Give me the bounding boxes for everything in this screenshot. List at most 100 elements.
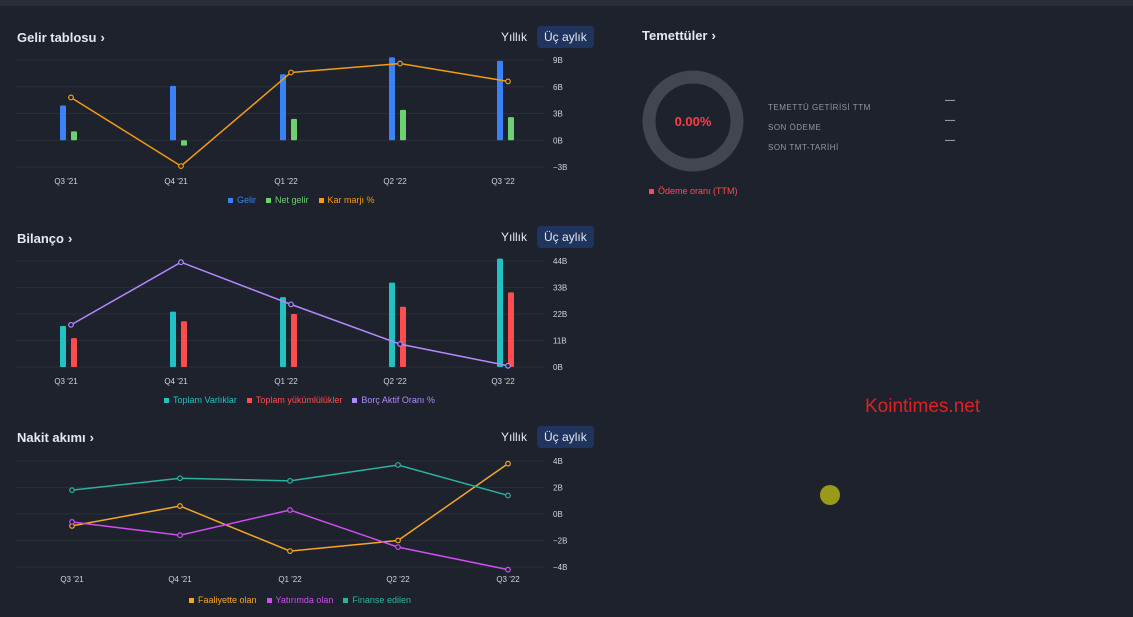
bar [508,117,514,141]
legend-label: Faaliyette olan [198,595,257,605]
dividend-row: SON TMT-TARİHİ [768,137,839,155]
bar [60,326,66,367]
y-tick-label: 33B [553,284,567,293]
data-point [287,548,293,554]
cashflow-title[interactable]: Nakit akımı › [17,430,94,445]
x-tick-label: Q3 '21 [54,177,78,186]
data-point [395,544,401,551]
last-exdate-label: SON TMT-TARİHİ [768,143,839,152]
legend-label: Kar marjı % [327,195,375,205]
legend-swatch [352,397,358,403]
bar [280,297,286,367]
data-point [397,60,403,67]
balance-yearly-button[interactable]: Yıllık [501,230,528,244]
data-point [287,507,293,513]
legend-label: Ödeme oranı (TTM) [658,186,738,196]
bar [181,321,187,367]
bar [389,282,395,367]
legend-item: Gelir [228,195,256,205]
y-tick-label: 3B [553,110,563,119]
income-title-label: Gelir tablosu [17,30,97,45]
data-point [395,537,401,544]
legend-swatch [266,197,272,203]
bar [170,311,176,367]
cashflow-period-switch: Yıllık Üç aylık [495,426,594,448]
chevron-right-icon: › [711,28,716,43]
dividends-title-label: Temettüler [642,28,708,43]
balance-quarterly-button[interactable]: Üç aylık [537,226,594,248]
series-line [70,62,509,168]
chevron-right-icon: › [89,430,94,445]
bar [181,140,187,146]
bar [497,60,503,141]
watermark: Kointimes.net [865,396,981,417]
y-tick-label: 2B [553,484,563,493]
x-tick-label: Q1 '22 [278,575,302,584]
balance-title[interactable]: Bilanço › [17,231,72,246]
y-tick-label: 11B [553,337,567,346]
data-point [288,301,294,308]
y-tick-label: 0B [553,136,563,145]
dividends-title[interactable]: Temettüler › [642,28,716,43]
bar [71,338,77,367]
legend-label: Toplam yükümlülükler [255,395,343,405]
data-point [505,78,511,85]
data-point [177,503,183,509]
legend-item: Ödeme oranı (TTM) [649,186,738,196]
income-yearly-button[interactable]: Yıllık [501,30,528,44]
legend-swatch [318,197,324,203]
x-tick-label: Q3 '21 [54,377,78,386]
dividend-row: TEMETTÜ GETİRİSİ TTM [768,97,871,115]
dividend-row: SON ÖDEME [768,117,821,135]
data-point [395,462,401,468]
income-period-switch: Yıllık Üç aylık [495,26,594,48]
bar [389,57,395,141]
cashflow-yearly-button[interactable]: Yıllık [501,430,528,444]
last-exdate-value: — [945,135,955,146]
data-point [505,362,511,369]
x-tick-label: Q4 '21 [164,177,188,186]
bar [291,118,297,141]
legend-item: Net gelir [266,195,309,205]
dividends-legend: Ödeme oranı (TTM) [649,186,738,196]
y-tick-label: −2B [553,537,567,546]
legend-label: Gelir [237,195,257,205]
x-tick-label: Q3 '22 [491,377,515,386]
x-tick-label: Q2 '22 [383,177,407,186]
x-tick-label: Q3 '22 [496,575,520,584]
x-tick-label: Q1 '22 [274,377,298,386]
cashflow-title-label: Nakit akımı [17,430,86,445]
balance-title-label: Bilanço [17,231,64,246]
bar [280,74,286,141]
legend-item: Yatırımda olan [266,595,333,605]
data-point [288,69,294,76]
income-quarterly-button[interactable]: Üç aylık [537,26,594,48]
x-tick-label: Q3 '22 [491,177,515,186]
data-point [505,492,511,499]
bar [291,314,297,367]
y-tick-label: 9B [553,56,563,65]
x-tick-label: Q2 '22 [383,377,407,386]
income-title[interactable]: Gelir tablosu › [17,30,105,45]
dividend-yield-value: — [945,95,955,106]
y-tick-label: −4B [553,563,567,572]
payout-ring [642,70,744,172]
legend-item: Faaliyette olan [189,595,257,605]
legend-swatch [266,597,272,603]
data-point [178,163,184,170]
y-tick-label: 0B [553,510,563,519]
legend-label: Toplam Varlıklar [173,395,237,405]
legend-item: Toplam yükümlülükler [246,395,343,405]
chevron-right-icon: › [100,30,105,45]
cashflow-quarterly-button[interactable]: Üç aylık [537,426,594,448]
payout-donut: 0.00% [642,70,744,172]
data-point [287,477,293,484]
data-point [68,94,74,101]
series-line [71,509,509,571]
top-bar [0,0,1133,6]
balance-period-switch: Yıllık Üç aylık [495,226,594,248]
x-tick-label: Q2 '22 [386,575,410,584]
y-tick-label: 6B [553,83,563,92]
bar [497,258,503,367]
